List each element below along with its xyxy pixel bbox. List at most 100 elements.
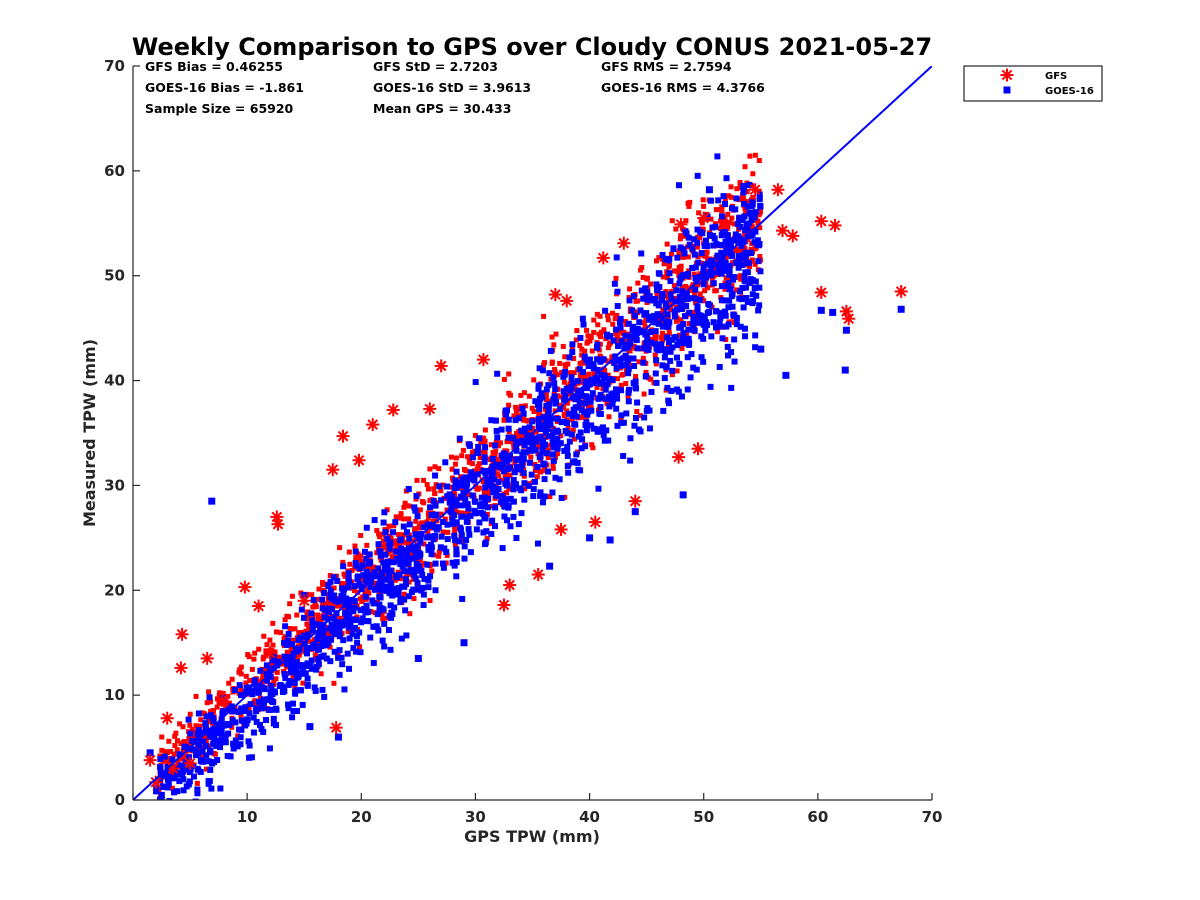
density-gfs-mark	[728, 194, 734, 200]
density-gfs-mark	[433, 482, 439, 488]
density-gfs-mark	[304, 612, 310, 618]
density-goes16-mark	[624, 344, 631, 351]
density-goes16-mark	[471, 507, 478, 514]
density-gfs-mark	[452, 461, 458, 467]
density-goes16-mark	[707, 272, 714, 279]
density-goes16-mark	[459, 595, 466, 602]
density-gfs-mark	[389, 554, 395, 560]
density-goes16-mark	[737, 323, 744, 330]
density-goes16-mark	[623, 410, 630, 417]
goes16-point	[546, 562, 554, 570]
density-gfs-mark	[444, 507, 450, 513]
density-goes16-mark	[319, 686, 326, 693]
density-goes16-mark	[587, 398, 594, 405]
density-goes16-mark	[550, 451, 557, 458]
density-goes16-mark	[505, 502, 512, 509]
density-goes16-mark	[668, 387, 675, 394]
density-goes16-mark	[243, 720, 250, 727]
density-gfs-mark	[496, 443, 502, 449]
stat-text: GFS StD = 2.7203	[373, 59, 498, 74]
density-goes16-mark	[601, 437, 608, 444]
density-goes16-mark	[756, 191, 763, 198]
density-goes16-mark	[578, 387, 585, 394]
density-gfs-mark	[424, 482, 430, 488]
density-gfs-mark	[401, 591, 407, 597]
density-goes16-mark	[704, 213, 711, 220]
density-gfs-mark	[689, 310, 695, 316]
density-goes16-mark	[623, 361, 630, 368]
density-goes16-mark	[162, 809, 168, 815]
density-goes16-mark	[331, 592, 338, 599]
stat-text: Sample Size = 65920	[145, 101, 294, 116]
stat-text: GOES-16 Bias = -1.861	[145, 80, 304, 95]
density-goes16-mark	[725, 321, 732, 328]
density-gfs-mark	[737, 273, 743, 279]
density-goes16-mark	[311, 641, 318, 648]
density-gfs-mark	[666, 302, 672, 308]
density-gfs-mark	[225, 693, 231, 699]
density-goes16-mark	[271, 688, 278, 695]
density-goes16-mark	[493, 488, 500, 495]
gfs-point	[271, 517, 285, 531]
density-goes16-mark	[363, 568, 370, 575]
density-goes16-mark	[589, 390, 596, 397]
density-goes16-mark	[498, 426, 505, 433]
statistics-annotation: GFS Bias = 0.46255 GFS StD = 2.7203 GFS RM…	[145, 59, 765, 116]
density-goes16-mark	[618, 387, 625, 394]
density-gfs-mark	[427, 598, 433, 604]
density-goes16-mark	[272, 722, 279, 729]
density-goes16-mark	[755, 258, 762, 265]
density-gfs-mark	[669, 251, 675, 257]
density-gfs-mark	[615, 334, 621, 340]
density-goes16-mark	[236, 682, 243, 689]
density-gfs-mark	[671, 283, 677, 289]
density-goes16-mark	[424, 561, 431, 568]
density-goes16-mark	[545, 468, 552, 475]
density-gfs-mark	[257, 695, 263, 701]
density-goes16-mark	[171, 789, 178, 796]
density-goes16-mark	[300, 614, 307, 621]
density-gfs-mark	[490, 450, 496, 456]
density-gfs-mark	[601, 327, 607, 333]
density-goes16-mark	[315, 661, 322, 668]
density-goes16-mark	[410, 571, 417, 578]
density-gfs-mark	[640, 355, 646, 361]
density-goes16-mark	[421, 575, 428, 582]
density-gfs-mark	[380, 616, 386, 622]
density-gfs-mark	[447, 484, 453, 490]
density-goes16-mark	[515, 521, 522, 528]
density-goes16-mark	[700, 358, 707, 365]
density-goes16-mark	[384, 535, 391, 542]
density-goes16-mark	[488, 417, 495, 424]
density-goes16-mark	[662, 300, 669, 307]
gfs-point	[786, 229, 800, 243]
density-goes16-mark	[363, 609, 370, 616]
density-gfs-mark	[481, 489, 487, 495]
density-gfs-mark	[708, 216, 714, 222]
density-gfs-mark	[272, 649, 278, 655]
stat-text: Mean GPS = 30.433	[373, 101, 511, 116]
density-goes16-mark	[297, 687, 304, 694]
density-goes16-mark	[535, 421, 542, 428]
density-goes16-mark	[420, 591, 427, 598]
density-goes16-mark	[400, 568, 407, 575]
density-gfs-mark	[542, 467, 548, 473]
gfs-point	[814, 285, 828, 299]
density-goes16-mark	[230, 740, 237, 747]
density-gfs-mark	[401, 504, 407, 510]
density-gfs-mark	[482, 427, 488, 433]
density-goes16-mark	[354, 576, 361, 583]
density-gfs-mark	[511, 413, 517, 419]
density-goes16-mark	[569, 341, 576, 348]
density-goes16-mark	[579, 436, 586, 443]
density-goes16-mark	[659, 252, 666, 259]
density-gfs-mark	[204, 766, 210, 772]
density-goes16-mark	[302, 633, 309, 640]
density-goes16-mark	[291, 663, 298, 670]
density-gfs-mark	[482, 438, 488, 444]
density-gfs-mark	[562, 354, 568, 360]
density-goes16-mark	[677, 244, 684, 251]
density-goes16-mark	[427, 504, 434, 511]
density-goes16-mark	[577, 467, 584, 474]
